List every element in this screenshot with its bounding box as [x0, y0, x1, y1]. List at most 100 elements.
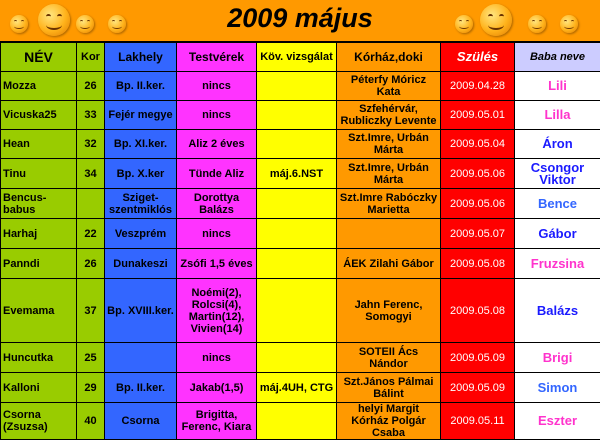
cell-name: Harhaj	[0, 218, 77, 249]
cell-location: Fejér megye	[104, 100, 177, 130]
cell-hospital: Szt.Imre Rabóczky Marietta	[336, 188, 441, 219]
smiley-icon	[76, 15, 94, 33]
cell-exam	[256, 342, 337, 373]
cell-exam	[256, 248, 337, 279]
cell-location: Bp. II.ker.	[104, 71, 177, 101]
cell-location: Bp. II.ker.	[104, 372, 177, 403]
cell-name: Panndi	[0, 248, 77, 279]
cell-age: 34	[76, 158, 105, 189]
cell-age: 26	[76, 248, 105, 279]
table-row: Vicuska25 33 Fejér megye nincs Szfehérvár, R…	[0, 100, 600, 130]
cell-birth: 2009.05.11	[440, 402, 515, 440]
cell-siblings: Brigitta, Ferenc, Kiara	[176, 402, 257, 440]
header-row: NÉV Kor Lakhely Testvérek Köv. vizsgálat…	[0, 42, 600, 72]
cell-exam	[256, 218, 337, 249]
cell-baby: Lili	[514, 71, 600, 101]
cell-name: Mozza	[0, 71, 77, 101]
cell-age: 33	[76, 100, 105, 130]
column-header-age: Kor	[76, 42, 105, 72]
cell-name: Tinu	[0, 158, 77, 189]
cell-siblings: nincs	[176, 100, 257, 130]
cell-location: Sziget-szentmiklós	[104, 188, 177, 219]
cell-exam: máj.4UH, CTG	[256, 372, 337, 403]
cell-name: Evemama	[0, 278, 77, 343]
cell-name: Huncutka	[0, 342, 77, 373]
table-row: Kalloni 29 Bp. II.ker. Jakab(1,5) máj.4UH, C…	[0, 372, 600, 403]
table-row: Panndi 26 Dunakeszi Zsófi 1,5 éves ÁEK Zilah…	[0, 248, 600, 279]
cell-location	[104, 342, 177, 373]
table-row: Tinu 34 Bp. X.ker Tünde Aliz máj.6.NST Szt.Im…	[0, 158, 600, 189]
cell-hospital	[336, 218, 441, 249]
cell-exam	[256, 402, 337, 440]
smiley-icon	[480, 4, 512, 36]
smiley-icon	[38, 4, 70, 36]
column-header-siblings: Testvérek	[176, 42, 257, 72]
cell-name: Hean	[0, 129, 77, 159]
cell-birth: 2009.05.08	[440, 248, 515, 279]
cell-birth: 2009.05.06	[440, 158, 515, 189]
cell-baby: Eszter	[514, 402, 600, 440]
smiley-icon	[560, 15, 578, 33]
cell-age: 32	[76, 129, 105, 159]
cell-birth: 2009.05.09	[440, 372, 515, 403]
cell-birth: 2009.05.06	[440, 188, 515, 219]
column-header-exam: Köv. vizsgálat	[256, 42, 337, 72]
cell-exam	[256, 100, 337, 130]
cell-baby: Brigi	[514, 342, 600, 373]
cell-birth: 2009.05.08	[440, 278, 515, 343]
cell-hospital: Péterfy Móricz Kata	[336, 71, 441, 101]
cell-siblings: nincs	[176, 342, 257, 373]
title-bar: 2009 május	[0, 0, 600, 42]
cell-age: 22	[76, 218, 105, 249]
cell-age	[76, 188, 105, 219]
cell-exam	[256, 71, 337, 101]
column-header-hospital: Kórház,doki	[336, 42, 441, 72]
cell-siblings: nincs	[176, 71, 257, 101]
table-row: Mozza 26 Bp. II.ker. nincs Péterfy Móricz Ka…	[0, 71, 600, 101]
cell-hospital: Jahn Ferenc, Somogyi	[336, 278, 441, 343]
cell-exam	[256, 278, 337, 343]
cell-hospital: Szt.Imre, Urbán Márta	[336, 158, 441, 189]
column-header-location: Lakhely	[104, 42, 177, 72]
cell-age: 25	[76, 342, 105, 373]
cell-age: 40	[76, 402, 105, 440]
cell-location: Dunakeszi	[104, 248, 177, 279]
table-row: Harhaj 22 Veszprém nincs 2009.05.07 Gábor	[0, 218, 600, 249]
table-row: Bencus-babus Sziget-szentmiklós Dorottya B…	[0, 188, 600, 219]
cell-name: Vicuska25	[0, 100, 77, 130]
cell-exam: máj.6.NST	[256, 158, 337, 189]
cell-siblings: Dorottya Balázs	[176, 188, 257, 219]
cell-name: Bencus-babus	[0, 188, 77, 219]
cell-birth: 2009.05.09	[440, 342, 515, 373]
cell-exam	[256, 129, 337, 159]
cell-name: Csorna (Zsuzsa)	[0, 402, 77, 440]
cell-age: 26	[76, 71, 105, 101]
cell-exam	[256, 188, 337, 219]
cell-location: Bp. XVIII.ker.	[104, 278, 177, 343]
smiley-icon	[108, 15, 126, 33]
cell-age: 37	[76, 278, 105, 343]
table-row: Csorna (Zsuzsa) 40 Csorna Brigitta, Ferenc,…	[0, 402, 600, 440]
cell-hospital: SOTEII Ács Nándor	[336, 342, 441, 373]
cell-siblings: nincs	[176, 218, 257, 249]
cell-hospital: Szt.Imre, Urbán Márta	[336, 129, 441, 159]
cell-siblings: Tünde Aliz	[176, 158, 257, 189]
cell-hospital: Szt.János Pálmai Bálint	[336, 372, 441, 403]
cell-hospital: helyi Margit Kórház Polgár Csaba	[336, 402, 441, 440]
page-title: 2009 május	[227, 3, 373, 33]
cell-baby: Csongor Viktor	[514, 158, 600, 189]
cell-location: Bp. X.ker	[104, 158, 177, 189]
cell-baby: Áron	[514, 129, 600, 159]
cell-location: Bp. XI.ker.	[104, 129, 177, 159]
cell-siblings: Jakab(1,5)	[176, 372, 257, 403]
cell-baby: Bence	[514, 188, 600, 219]
cell-siblings: Zsófi 1,5 éves	[176, 248, 257, 279]
cell-location: Veszprém	[104, 218, 177, 249]
column-header-name: NÉV	[0, 42, 77, 72]
cell-birth: 2009.05.07	[440, 218, 515, 249]
cell-baby: Gábor	[514, 218, 600, 249]
cell-location: Csorna	[104, 402, 177, 440]
cell-siblings: Aliz 2 éves	[176, 129, 257, 159]
cell-name: Kalloni	[0, 372, 77, 403]
